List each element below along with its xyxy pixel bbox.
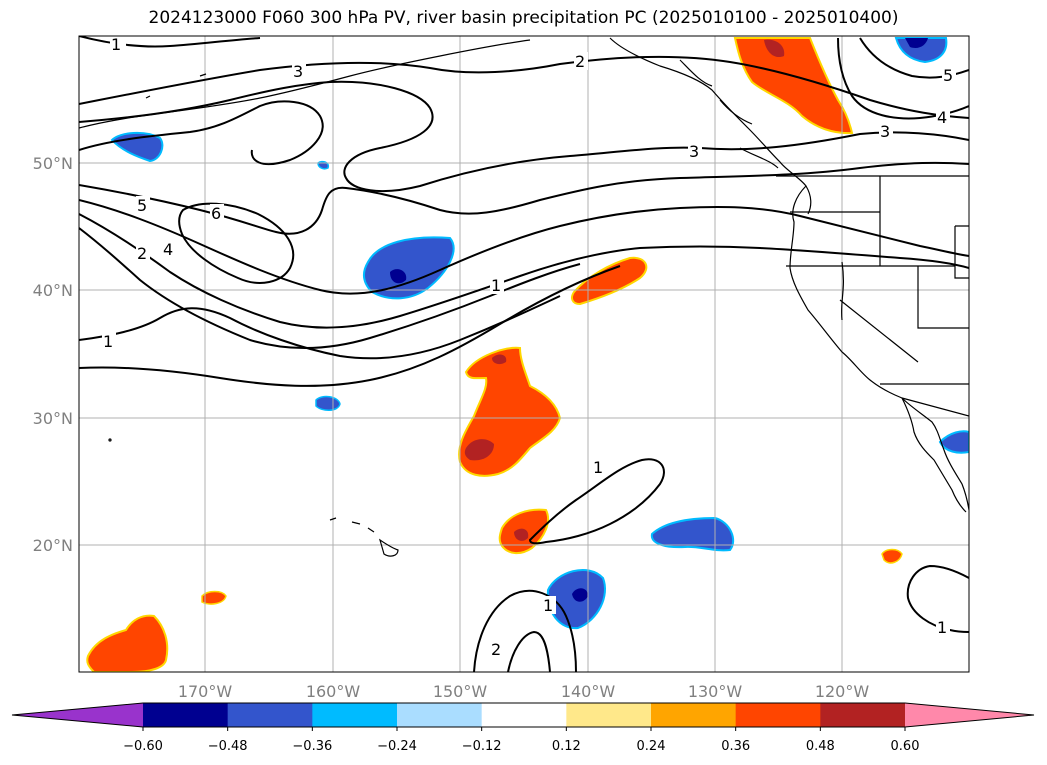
colorbar-tick-label: 0.24 bbox=[637, 739, 666, 754]
contour-line bbox=[79, 55, 969, 119]
contour-label: 1 bbox=[543, 596, 553, 615]
coastlines bbox=[79, 37, 969, 513]
contour-label: 1 bbox=[593, 458, 603, 477]
contour-line bbox=[79, 199, 969, 295]
pv-contours bbox=[79, 36, 969, 672]
contour-line bbox=[79, 36, 261, 48]
lon-label: 170°W bbox=[178, 682, 233, 701]
contour-label: 5 bbox=[137, 196, 147, 215]
lat-label: 20°N bbox=[33, 536, 73, 555]
lon-label: 160°W bbox=[306, 682, 361, 701]
contour-label: 1 bbox=[111, 35, 121, 54]
lon-label: 130°W bbox=[688, 682, 743, 701]
contour-label: 2 bbox=[491, 640, 501, 659]
baja-california bbox=[901, 397, 967, 513]
map-frame bbox=[78, 35, 970, 673]
positive-precip-areas bbox=[86, 37, 903, 672]
inland-lines bbox=[805, 185, 845, 321]
contour-label: 3 bbox=[880, 122, 890, 141]
contour-line bbox=[528, 458, 665, 545]
colorbar-tick-label: 0.36 bbox=[721, 739, 750, 754]
neg-area-east bbox=[650, 516, 735, 552]
contour-label: 4 bbox=[937, 108, 947, 127]
neg-area-small-2 bbox=[315, 395, 341, 411]
lon-label: 150°W bbox=[433, 682, 488, 701]
colorbar-tick-label: −0.12 bbox=[462, 739, 502, 754]
contour-line bbox=[79, 100, 324, 166]
colorbar-extend-low bbox=[12, 703, 143, 727]
contour-label: 1 bbox=[491, 276, 501, 295]
colorbar-segment bbox=[481, 703, 567, 727]
colorbar-segment bbox=[143, 703, 229, 727]
contour-label: 1 bbox=[103, 332, 113, 351]
contour-label: 6 bbox=[211, 204, 221, 223]
contour-label: 1 bbox=[937, 618, 947, 637]
latitude-labels: 50°N 40°N 30°N 20°N bbox=[33, 154, 73, 555]
contour-label: 5 bbox=[943, 66, 953, 85]
contour-line bbox=[79, 80, 969, 192]
colorbar-segment bbox=[735, 703, 821, 727]
contour-line bbox=[79, 295, 561, 360]
contour-line bbox=[79, 265, 621, 387]
colorbar-extend-high bbox=[905, 703, 1034, 727]
colorbar-tick-label: −0.48 bbox=[208, 739, 248, 754]
contour-label: 3 bbox=[689, 142, 699, 161]
colorbar-segment bbox=[227, 703, 313, 727]
neg-area-north-pacific bbox=[362, 236, 455, 300]
neg-area-mexico bbox=[938, 430, 969, 454]
lat-label: 50°N bbox=[33, 154, 73, 173]
graticule bbox=[79, 36, 969, 672]
contour-label: 2 bbox=[137, 244, 147, 263]
pos-area-small-a bbox=[201, 590, 227, 605]
state-borders bbox=[786, 176, 969, 417]
colorbar-segment bbox=[651, 703, 737, 727]
lon-label: 140°W bbox=[561, 682, 616, 701]
lon-label: 120°W bbox=[815, 682, 870, 701]
contour-line bbox=[178, 202, 295, 284]
figure-title: 2024123000 F060 300 hPa PV, river basin … bbox=[148, 8, 899, 28]
colorbar-segment bbox=[820, 703, 906, 727]
contour-line bbox=[507, 630, 551, 672]
colorbar-tick-label: −0.24 bbox=[377, 739, 417, 754]
lat-label: 30°N bbox=[33, 409, 73, 428]
contour-line bbox=[906, 564, 969, 633]
pos-area-40n bbox=[571, 256, 648, 306]
contour-label: 3 bbox=[293, 62, 303, 81]
colorbar-tick-label: 0.48 bbox=[806, 739, 835, 754]
contour-line bbox=[79, 227, 581, 349]
pos-area-bc bbox=[733, 37, 854, 135]
colorbar-tick-label: 0.12 bbox=[552, 739, 581, 754]
hawaii-islands bbox=[329, 517, 399, 557]
colorbar-tick-label: −0.36 bbox=[292, 739, 332, 754]
pos-area-small-b bbox=[881, 548, 903, 564]
contour-label-group: 1 3 2 5 4 3 3 5 6 2 4 1 1 1 bbox=[102, 35, 956, 659]
contour-label: 2 bbox=[575, 52, 585, 71]
contour-line bbox=[79, 213, 969, 329]
contour-line bbox=[79, 161, 969, 235]
colorbar-segment bbox=[566, 703, 652, 727]
colorbar: −0.60 −0.48 −0.36 −0.24 −0.12 0.12 0.24 0.36 0.4… bbox=[11, 702, 1035, 754]
lat-label: 40°N bbox=[33, 281, 73, 300]
islands bbox=[108, 73, 399, 557]
colorbar-segment bbox=[312, 703, 398, 727]
contour-label: 4 bbox=[163, 240, 173, 259]
pos-area-southwest bbox=[86, 614, 169, 672]
longitude-labels: 170°W 160°W 150°W 140°W 130°W 120°W bbox=[178, 682, 870, 701]
colorbar-segment bbox=[397, 703, 483, 727]
colorbar-tick-label: −0.60 bbox=[123, 739, 163, 754]
contour-line bbox=[473, 589, 577, 672]
colorbar-tick-label: 0.60 bbox=[891, 739, 920, 754]
